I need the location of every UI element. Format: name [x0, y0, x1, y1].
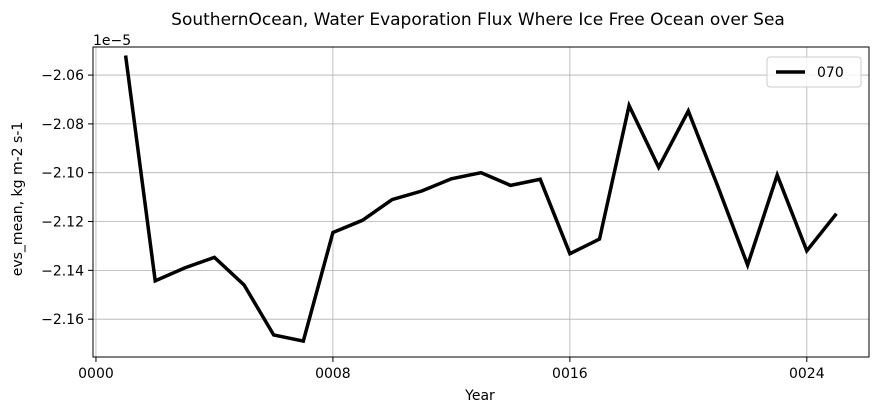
data-point: [717, 186, 718, 187]
data-point: [481, 172, 482, 173]
x-tick-label: 0024: [789, 366, 825, 382]
y-tick-label: −2.10: [41, 166, 84, 182]
data-point: [747, 264, 748, 265]
y-tick-label: −2.16: [41, 312, 84, 328]
data-point: [273, 335, 274, 336]
y-offset-label: 1e−5: [93, 33, 131, 49]
axis-ticks: 0000 0008 0016 0024 −2.16 −2.14 −2.12 −2.10 −2.0…: [41, 68, 825, 382]
grid: [93, 47, 869, 357]
data-point: [184, 267, 185, 268]
data-point: [244, 284, 245, 285]
x-tick-label: 0008: [315, 366, 351, 382]
x-tick-label: 0000: [78, 366, 114, 382]
data-point: [332, 232, 333, 233]
data-point: [629, 105, 630, 106]
y-axis-label: evs_mean, kg m-2 s-1: [10, 122, 26, 277]
plot-frame: [92, 46, 870, 358]
y-tick-label: −2.14: [41, 263, 84, 279]
data-point: [658, 167, 659, 168]
data-point: [836, 213, 837, 214]
legend-box: [766, 56, 862, 88]
series-line-070: [123, 55, 838, 344]
data-point: [510, 185, 511, 186]
data-point: [777, 175, 778, 176]
legend[interactable]: 070: [766, 56, 862, 88]
y-tick-label: −2.12: [41, 215, 84, 231]
chart-title: SouthernOcean, Water Evaporation Flux Wh…: [171, 10, 785, 30]
data-point: [125, 55, 126, 56]
data-point: [569, 253, 570, 254]
legend-label: 070: [817, 65, 844, 81]
data-point: [451, 178, 452, 179]
series-lines: [123, 55, 838, 344]
data-point: [155, 280, 156, 281]
data-point: [214, 257, 215, 258]
data-point: [421, 191, 422, 192]
y-tick-label: −2.06: [41, 68, 84, 84]
data-point: [599, 239, 600, 240]
data-point: [362, 220, 363, 221]
x-tick-label: 0016: [552, 366, 588, 382]
data-point: [806, 250, 807, 251]
data-point: [303, 341, 304, 342]
data-point: [540, 179, 541, 180]
data-point: [688, 110, 689, 111]
x-axis-label: Year: [464, 388, 495, 404]
data-point: [392, 199, 393, 200]
y-tick-label: −2.08: [41, 117, 84, 133]
